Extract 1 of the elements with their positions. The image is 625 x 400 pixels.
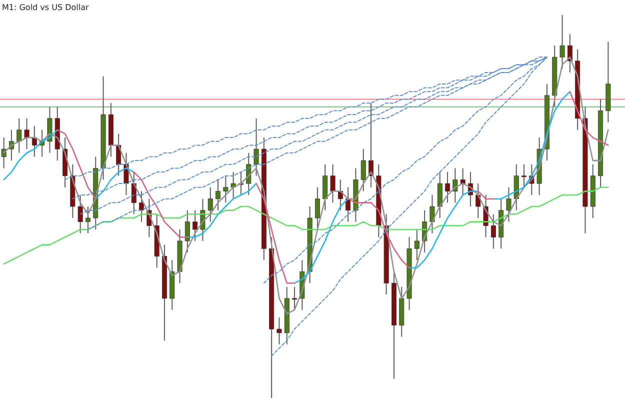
chart-title: M1: Gold vs US Dollar xyxy=(2,3,90,12)
